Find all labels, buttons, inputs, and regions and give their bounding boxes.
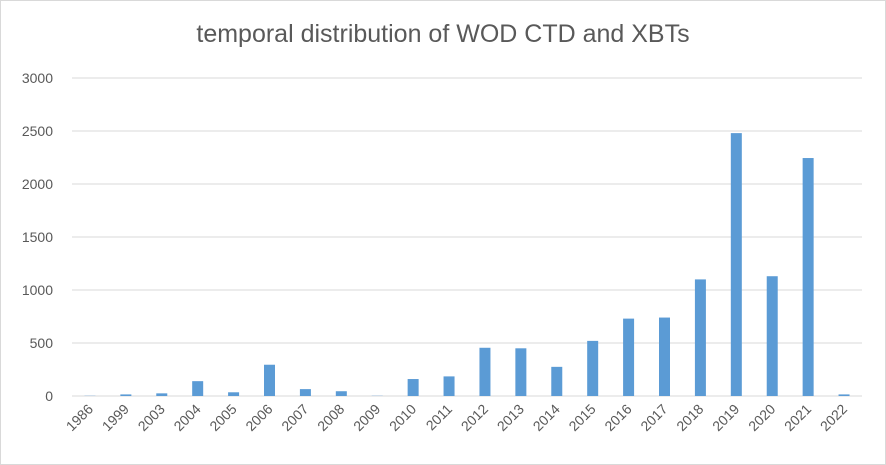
bar bbox=[299, 389, 311, 396]
x-tick-label: 2013 bbox=[494, 401, 527, 434]
x-tick-label: 2009 bbox=[350, 401, 383, 434]
bar bbox=[766, 276, 778, 396]
x-tick-label: 2018 bbox=[673, 401, 706, 434]
y-tick-label: 0 bbox=[45, 388, 53, 404]
x-tick-label: 2005 bbox=[206, 401, 239, 434]
bar bbox=[156, 393, 168, 396]
bar bbox=[587, 340, 599, 396]
y-tick-label: 1000 bbox=[22, 282, 53, 298]
x-tick-label: 2020 bbox=[745, 401, 778, 434]
y-tick-label: 1500 bbox=[22, 229, 53, 245]
bar bbox=[838, 394, 850, 396]
y-tick-label: 500 bbox=[30, 335, 54, 351]
x-tick-label: 2011 bbox=[423, 401, 456, 434]
y-tick-label: 2000 bbox=[22, 176, 53, 192]
x-tick-label: 2007 bbox=[278, 401, 311, 434]
bar bbox=[730, 133, 742, 396]
x-tick-label: 2006 bbox=[242, 401, 275, 434]
chart-title: temporal distribution of WOD CTD and XBT… bbox=[196, 20, 690, 48]
bar bbox=[192, 381, 204, 396]
x-tick-label: 2015 bbox=[565, 401, 598, 434]
x-tick-label: 2019 bbox=[709, 401, 742, 434]
x-tick-label: 2012 bbox=[458, 401, 491, 434]
bar bbox=[659, 317, 670, 396]
y-tick-label: 2500 bbox=[22, 123, 53, 139]
y-tick-label: 3000 bbox=[22, 70, 53, 86]
bar bbox=[694, 279, 706, 396]
x-tick-label: 2022 bbox=[817, 401, 850, 434]
bar bbox=[228, 392, 240, 396]
x-tick-label: 2016 bbox=[601, 401, 634, 434]
x-tick-label: 2010 bbox=[386, 401, 419, 434]
x-tick-label: 1986 bbox=[63, 401, 96, 434]
bar bbox=[515, 348, 527, 396]
bar bbox=[623, 318, 635, 396]
bar bbox=[407, 379, 419, 396]
bar bbox=[443, 376, 455, 396]
bar bbox=[120, 394, 132, 396]
bar bbox=[479, 347, 491, 396]
bar bbox=[264, 364, 275, 396]
x-tick-label: 2008 bbox=[314, 401, 347, 434]
x-tick-label: 2014 bbox=[530, 401, 563, 434]
x-tick-label: 2021 bbox=[781, 401, 814, 434]
x-tick-label: 2004 bbox=[170, 401, 203, 434]
x-tick-label: 1999 bbox=[99, 401, 132, 434]
x-tick-label: 2017 bbox=[637, 401, 670, 434]
bar bbox=[551, 366, 563, 396]
x-tick-label: 2003 bbox=[135, 401, 168, 434]
bar bbox=[335, 391, 347, 396]
bar bbox=[802, 158, 814, 396]
